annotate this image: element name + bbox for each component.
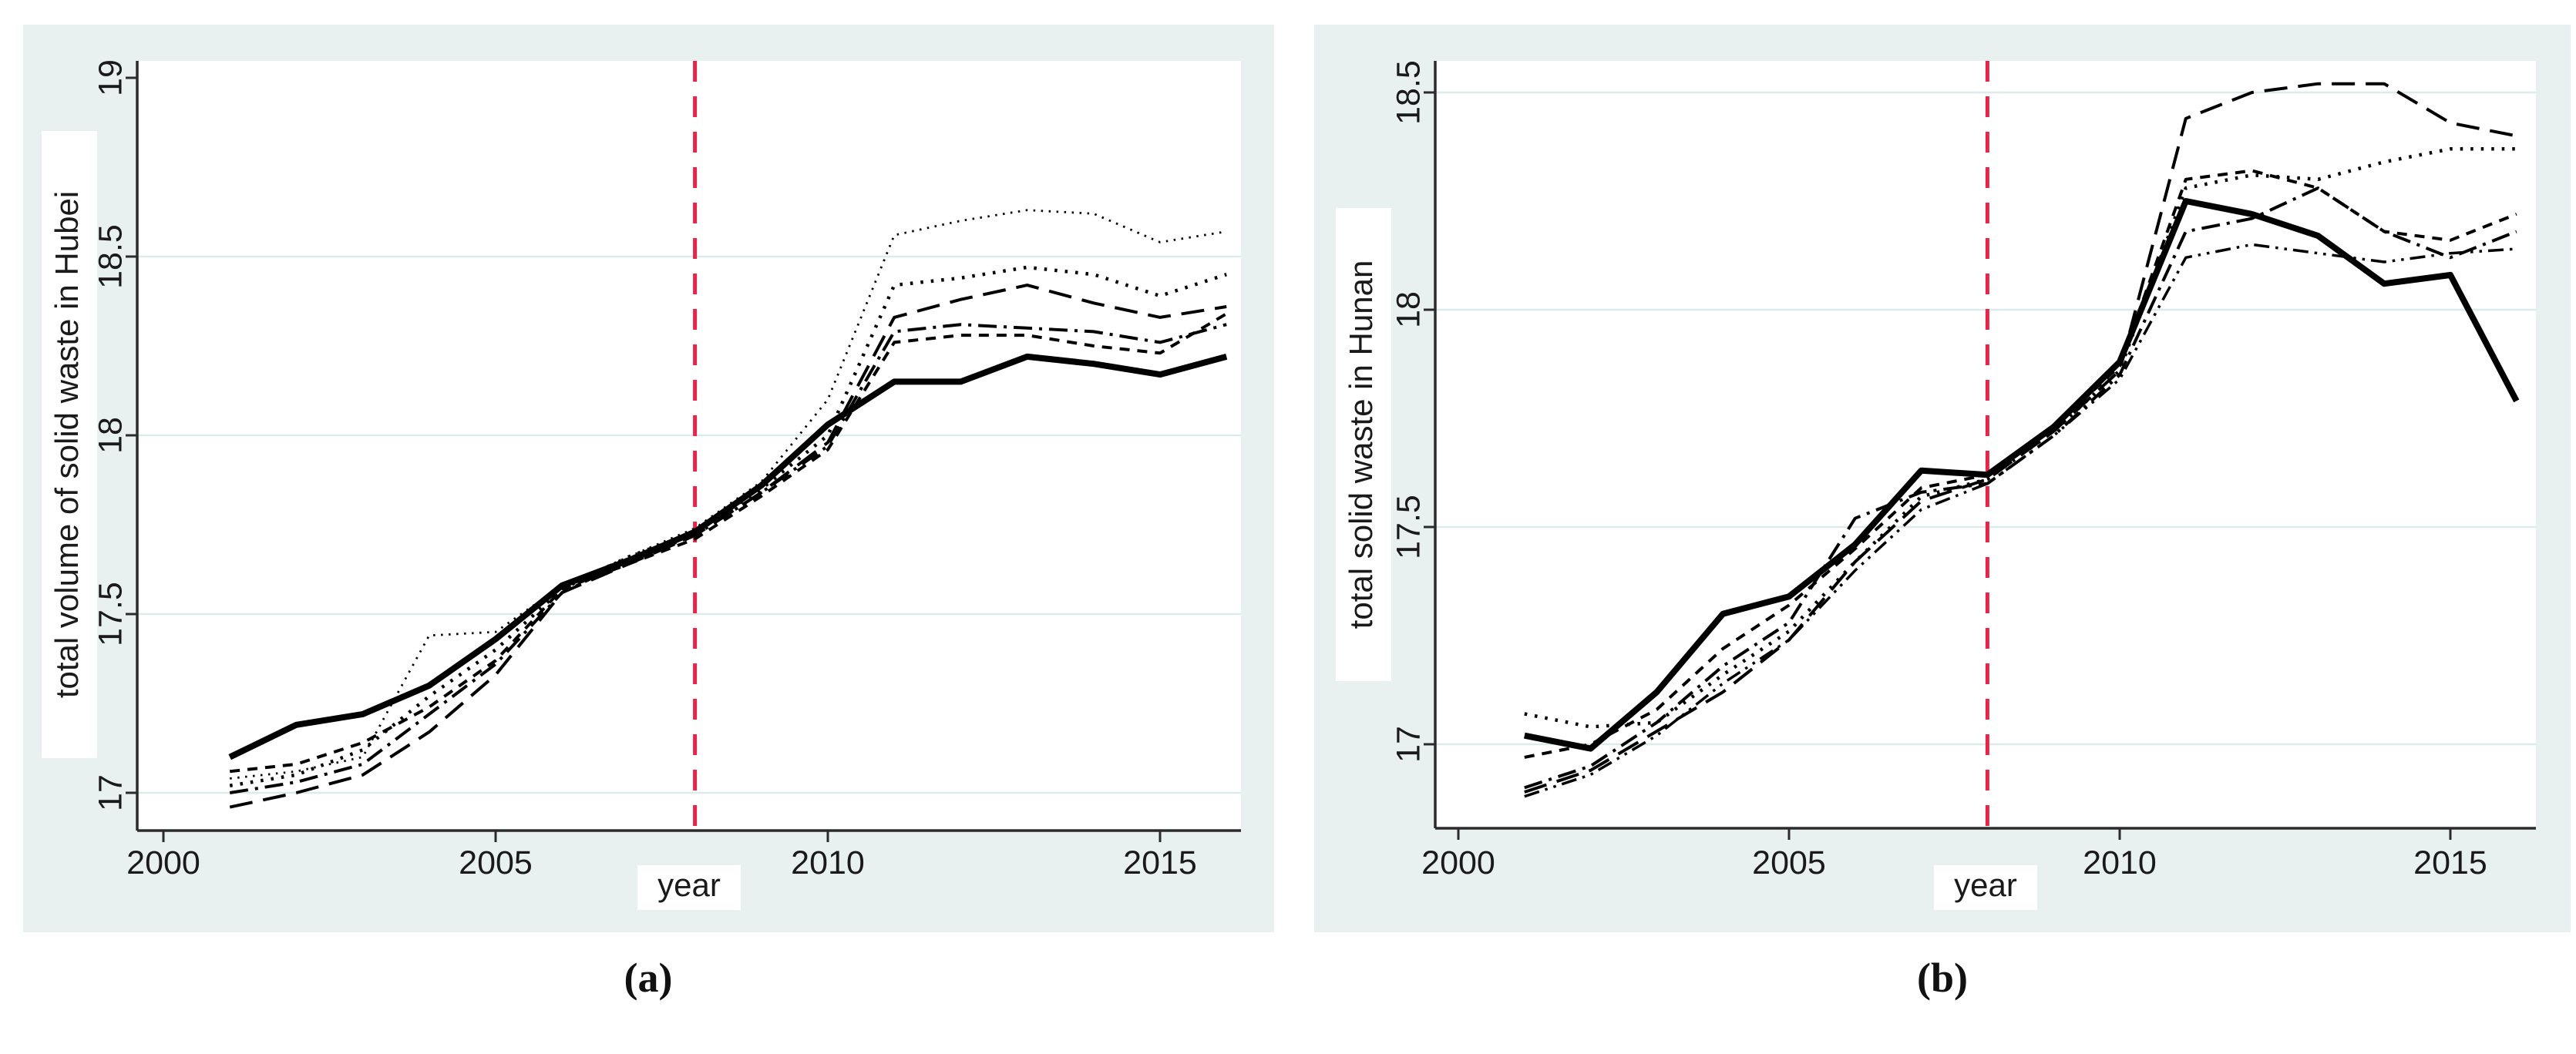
x-axis-title: year	[1954, 867, 2017, 903]
x-tick-label-2015: 2015	[1123, 844, 1197, 881]
x-tick-label-2005: 2005	[459, 844, 533, 881]
x-axis-label-background	[1934, 865, 2037, 910]
y-tick-label-19: 19	[92, 59, 129, 96]
y-axis-title: total volume of solid waste in Hubei	[49, 191, 85, 698]
caption-a: (a)	[624, 955, 673, 1001]
y-tick-label-17: 17	[92, 774, 129, 811]
x-tick-label-2000: 2000	[1421, 844, 1495, 881]
series-solid	[228, 353, 1228, 760]
chart-panel-a: 19 18.5 18 17.5 17 2000 2005 2010 2015 total volu…	[23, 25, 1274, 932]
x-tick-label-2015: 2015	[2413, 844, 2487, 881]
chart-b-plot: 18.5 18 17.5 17 2000 2005 2010 2015 total solid …	[1314, 25, 2571, 932]
chart-a-plot: 19 18.5 18 17.5 17 2000 2005 2010 2015 total volu…	[23, 25, 1274, 932]
plot-area	[137, 61, 1241, 831]
y-tick-label-17.5: 17.5	[1390, 495, 1427, 559]
y-tick-label-17: 17	[1390, 726, 1427, 763]
x-axis-label-background	[637, 865, 741, 910]
y-tick-label-18: 18	[1390, 291, 1427, 328]
y-tick-label-18: 18	[92, 417, 129, 454]
y-tick-label-18.5: 18.5	[92, 224, 129, 289]
x-tick-label-2005: 2005	[1752, 844, 1826, 881]
series-long-dash	[1524, 82, 2517, 794]
y-tick-label-18.5: 18.5	[1390, 60, 1427, 125]
series-short-dash	[229, 312, 1228, 774]
y-axis-label-background	[42, 131, 97, 758]
y-axis-title: total solid waste in Hunan	[1343, 260, 1379, 629]
y-tick-label-17.5: 17.5	[92, 582, 129, 646]
y-axis-label-background	[1336, 208, 1391, 681]
chart-panel-b: 18.5 18 17.5 17 2000 2005 2010 2015 total solid …	[1314, 25, 2571, 932]
caption-b: (b)	[1917, 955, 1968, 1001]
series-solid	[1524, 198, 2520, 752]
series-dash-dot	[229, 323, 1227, 794]
x-tick-label-2010: 2010	[791, 844, 865, 881]
x-tick-label-2010: 2010	[2083, 844, 2157, 881]
series-dash-dot	[1524, 186, 2517, 790]
x-axis-title: year	[657, 867, 721, 903]
series-short-dash	[1524, 169, 2517, 759]
series-dash-dot-dot	[1524, 243, 2517, 798]
x-tick-label-2000: 2000	[126, 844, 200, 881]
